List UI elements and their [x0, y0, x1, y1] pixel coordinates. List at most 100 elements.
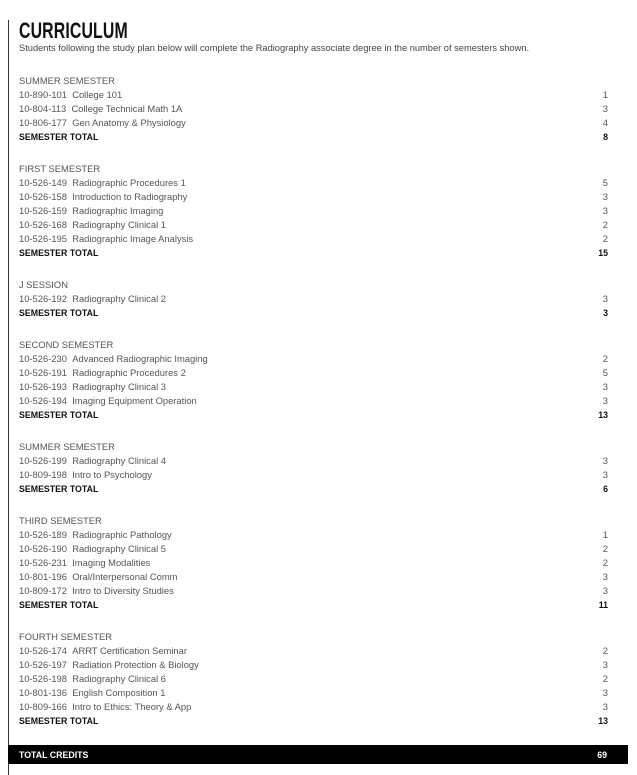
- course-title: Radiography Clinical 5: [72, 543, 166, 554]
- semester-heading: SECOND SEMESTER: [19, 338, 608, 352]
- course-title: Radiography Clinical 4: [72, 455, 166, 466]
- course-row: 10-801-196 Oral/Interpersonal Comm 3: [19, 570, 608, 584]
- course-info: 10-526-189 Radiographic Pathology: [19, 528, 172, 542]
- course-row: 10-804-113 College Technical Math 1A 3: [19, 102, 608, 116]
- semester-total-label: SEMESTER TOTAL: [19, 600, 99, 610]
- course-code: 10-526-159: [19, 205, 67, 216]
- semester-name: J SESSION: [19, 279, 68, 290]
- course-code: 10-526-198: [19, 673, 67, 684]
- course-row: 10-809-198 Intro to Psychology 3: [19, 468, 608, 482]
- course-info: 10-526-190 Radiography Clinical 5: [19, 542, 166, 556]
- semester-section: FIRST SEMESTER 10-526-149 Radiographic Pr…: [19, 162, 608, 260]
- semester-section: FOURTH SEMESTER 10-526-174 ARRT Certifica…: [19, 630, 608, 728]
- semester-total-row: SEMESTER TOTAL 11: [19, 598, 608, 612]
- course-code: 10-809-172: [19, 585, 67, 596]
- course-info: 10-801-136 English Composition 1: [19, 686, 165, 700]
- course-code: 10-809-198: [19, 469, 67, 480]
- course-info: 10-526-199 Radiography Clinical 4: [19, 454, 166, 468]
- course-title: Intro to Ethics: Theory & App: [72, 701, 192, 712]
- course-info: 10-809-198 Intro to Psychology: [19, 468, 152, 482]
- course-code: 10-801-196: [19, 571, 67, 582]
- course-title: Radiographic Procedures 2: [72, 367, 186, 378]
- semester-section: SUMMER SEMESTER 10-526-199 Radiography Cl…: [19, 440, 608, 496]
- course-code: 10-526-197: [19, 659, 67, 670]
- course-row: 10-526-231 Imaging Modalities 2: [19, 556, 608, 570]
- semester-name: FIRST SEMESTER: [19, 163, 101, 174]
- semester-total-label: SEMESTER TOTAL: [19, 308, 99, 318]
- course-title: Advanced Radiographic Imaging: [72, 353, 208, 364]
- course-credits: 3: [602, 701, 608, 712]
- course-info: 10-526-159 Radiographic Imaging: [19, 204, 163, 218]
- course-code: 10-526-199: [19, 455, 67, 466]
- course-row: 10-526-197 Radiation Protection & Biolog…: [19, 658, 608, 672]
- course-code: 10-526-158: [19, 191, 67, 202]
- semester-heading: J SESSION: [19, 278, 608, 292]
- course-info: 10-809-166 Intro to Ethics: Theory & App: [19, 700, 191, 714]
- total-credits-value: 69: [597, 749, 607, 760]
- course-credits: 2: [602, 233, 608, 244]
- semester-section: SECOND SEMESTER 10-526-230 Advanced Radio…: [19, 338, 608, 422]
- course-code: 10-526-193: [19, 381, 67, 392]
- course-code: 10-526-189: [19, 529, 67, 540]
- course-info: 10-801-196 Oral/Interpersonal Comm: [19, 570, 177, 584]
- course-code: 10-526-194: [19, 395, 67, 406]
- semester-total-row: SEMESTER TOTAL 8: [19, 130, 608, 144]
- semester-name: FOURTH SEMESTER: [19, 631, 113, 642]
- course-title: Radiography Clinical 3: [72, 381, 166, 392]
- course-credits: 3: [602, 395, 608, 406]
- semester-total-label: SEMESTER TOTAL: [19, 248, 99, 258]
- semester-heading: THIRD SEMESTER: [19, 514, 608, 528]
- course-info: 10-526-149 Radiographic Procedures 1: [19, 176, 186, 190]
- course-credits: 2: [602, 673, 608, 684]
- course-title: Radiography Clinical 6: [72, 673, 166, 684]
- course-info: 10-526-230 Advanced Radiographic Imaging: [19, 352, 208, 366]
- semester-name: SUMMER SEMESTER: [19, 75, 115, 86]
- semester-total-value: 15: [598, 248, 608, 258]
- course-code: 10-526-149: [19, 177, 67, 188]
- course-credits: 3: [602, 469, 608, 480]
- semester-total-row: SEMESTER TOTAL 15: [19, 246, 608, 260]
- course-code: 10-890-101: [19, 89, 67, 100]
- course-code: 10-526-174: [19, 645, 67, 656]
- course-code: 10-809-166: [19, 701, 67, 712]
- course-info: 10-890-101 College 101: [19, 88, 122, 102]
- course-credits: 3: [602, 381, 608, 392]
- course-title: Radiation Protection & Biology: [72, 659, 199, 670]
- course-row: 10-526-189 Radiographic Pathology 1: [19, 528, 608, 542]
- course-info: 10-526-158 Introduction to Radiography: [19, 190, 187, 204]
- course-code: 10-806-177: [19, 117, 67, 128]
- course-row: 10-526-193 Radiography Clinical 3 3: [19, 380, 608, 394]
- page-subtitle: Students following the study plan below …: [19, 43, 530, 53]
- semester-total-value: 3: [603, 308, 608, 318]
- course-row: 10-526-199 Radiography Clinical 4 3: [19, 454, 608, 468]
- course-credits: 2: [602, 353, 608, 364]
- left-border-line: [8, 20, 9, 775]
- course-info: 10-526-197 Radiation Protection & Biolog…: [19, 658, 199, 672]
- course-info: 10-526-231 Imaging Modalities: [19, 556, 150, 570]
- course-row: 10-526-194 Imaging Equipment Operation 3: [19, 394, 608, 408]
- semester-heading: SUMMER SEMESTER: [19, 440, 608, 454]
- total-credits-bar: TOTAL CREDITS 69: [8, 745, 628, 764]
- course-credits: 3: [602, 205, 608, 216]
- course-code: 10-526-230: [19, 353, 67, 364]
- course-code: 10-804-113: [19, 103, 67, 114]
- semester-total-value: 11: [598, 600, 608, 610]
- course-title: Intro to Diversity Studies: [72, 585, 174, 596]
- semester-total-row: SEMESTER TOTAL 13: [19, 408, 608, 422]
- course-row: 10-526-192 Radiography Clinical 2 3: [19, 292, 608, 306]
- course-title: Radiographic Procedures 1: [72, 177, 186, 188]
- semester-total-label: SEMESTER TOTAL: [19, 484, 99, 494]
- semester-section: J SESSION 10-526-192 Radiography Clinical…: [19, 278, 608, 320]
- course-code: 10-526-190: [19, 543, 67, 554]
- course-title: Radiography Clinical 2: [72, 293, 166, 304]
- course-info: 10-526-174 ARRT Certification Seminar: [19, 644, 187, 658]
- course-credits: 3: [602, 293, 608, 304]
- course-credits: 3: [602, 455, 608, 466]
- course-row: 10-890-101 College 101 1: [19, 88, 608, 102]
- course-row: 10-526-191 Radiographic Procedures 2 5: [19, 366, 608, 380]
- course-title: Radiographic Imaging: [72, 205, 164, 216]
- semester-section: THIRD SEMESTER 10-526-189 Radiographic Pa…: [19, 514, 608, 612]
- semester-name: SECOND SEMESTER: [19, 339, 114, 350]
- course-info: 10-526-195 Radiographic Image Analysis: [19, 232, 193, 246]
- course-credits: 5: [602, 177, 608, 188]
